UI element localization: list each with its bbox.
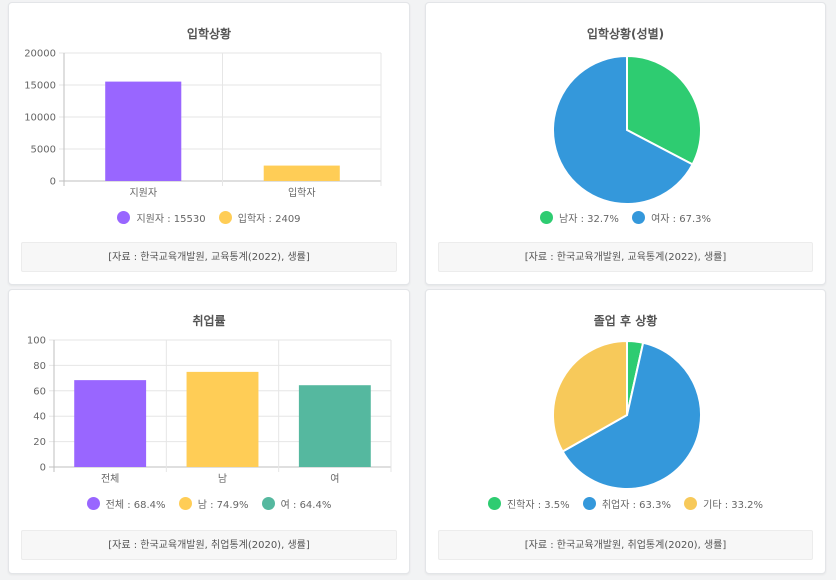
y-tick-label: 20 [33,437,46,448]
pie-slice [552,54,694,205]
legend-label: 입학자 : 2409 [237,214,301,225]
legend-label: 여 : 64.4% [280,500,332,511]
chart-legend: 남자 : 32.7% 여자 : 67.3% [426,210,825,225]
legend-label: 지원자 : 15530 [136,214,206,225]
source-note: [자료 : 한국교육개발원, 취업통계(2020), 생률] [438,530,813,560]
bar [298,385,371,467]
legend-item-male[interactable]: 남 : 74.9% [178,496,249,511]
x-tick-label: 입학자 [288,186,316,199]
after-graduation-pie-chart [552,339,702,490]
source-note: [자료 : 한국교육개발원, 취업통계(2020), 생률] [21,530,397,560]
legend-swatch [487,497,501,510]
y-tick-label: 40 [33,412,46,423]
legend-swatch [218,211,232,224]
legend-label: 남 : 74.9% [197,500,249,511]
legend-swatch [117,211,131,224]
legend-label: 남자 : 32.7% [559,214,619,225]
admission-gender-pie-chart [552,54,702,205]
chart-legend: 지원자 : 15530 입학자 : 2409 [9,210,409,225]
chart-legend: 진학자 : 3.5% 취업자 : 63.3% 기타 : 33.2% [426,496,825,511]
bar [105,81,182,181]
y-tick-label: 15000 [24,81,56,92]
legend-item-female[interactable]: 여자 : 67.3% [632,210,711,225]
legend-item-total[interactable]: 전체 : 68.4% [86,496,166,511]
employment-bar-chart: 0 20 40 60 80 100 전체 남 여 [27,336,392,485]
legend-swatch [178,497,192,510]
card-admission: 입학상황 0 5000 10000 15000 20000 지원자 입학자 지원자 : 15… [8,2,410,285]
x-tick-label: 남 [218,473,227,485]
y-tick-label: 100 [27,336,46,347]
legend-label: 취업자 : 63.3% [601,500,671,511]
y-tick-label: 60 [33,386,46,397]
y-tick-label: 0 [40,463,46,474]
legend-label: 진학자 : 3.5% [506,500,570,511]
legend-item-further-study[interactable]: 진학자 : 3.5% [487,496,570,511]
legend-swatch [582,497,596,510]
y-tick-label: 10000 [24,113,56,124]
pie-slice [626,54,702,166]
chart-title: 입학상황(성별) [586,27,665,41]
legend-swatch [540,211,553,224]
chart-title: 졸업 후 상황 [593,314,658,328]
bar [74,380,147,467]
legend-item-male[interactable]: 남자 : 32.7% [540,210,619,225]
legend-item-admitted[interactable]: 입학자 : 2409 [218,210,301,225]
source-note: [자료 : 한국교육개발원, 교육통계(2022), 생률] [21,242,397,272]
legend-item-employed[interactable]: 취업자 : 63.3% [582,496,671,511]
y-tick-label: 80 [33,361,46,372]
card-employment-rate: 취업률 0 20 40 60 80 100 전체 남 여 전체 : 68.4% 남 : 74.9… [8,289,410,574]
card-admission-gender: 입학상황(성별) 남자 : 32.7% 여자 : 67.3% [자료 : 한국교… [425,2,826,285]
legend-swatch [632,211,646,224]
legend-item-other[interactable]: 기타 : 33.2% [684,496,763,511]
x-tick-label: 지원자 [129,187,157,199]
chart-title: 입학상황 [186,27,232,41]
legend-label: 여자 : 67.3% [651,214,711,225]
x-tick-label: 여 [330,473,339,485]
legend-item-applicants[interactable]: 지원자 : 15530 [117,210,206,225]
legend-label: 기타 : 33.2% [703,500,764,511]
y-tick-label: 20000 [24,49,56,60]
legend-item-female[interactable]: 여 : 64.4% [261,496,332,511]
legend-swatch [86,497,100,510]
admission-bar-chart: 0 5000 10000 15000 20000 지원자 입학자 [24,49,382,199]
bar [263,165,340,181]
y-tick-label: 0 [50,177,56,188]
card-after-graduation: 졸업 후 상황 진학자 : 3.5% 취업자 : 63.3% 기타 : 33.2… [425,289,826,574]
pie-slice [561,341,702,490]
pie-slice [552,339,628,453]
legend-swatch [684,497,698,510]
legend-label: 전체 : 68.4% [105,500,166,511]
chart-legend: 전체 : 68.4% 남 : 74.9% 여 : 64.4% [9,496,409,511]
y-tick-label: 5000 [31,145,56,156]
chart-title: 취업률 [192,314,226,328]
legend-swatch [261,497,275,510]
source-note: [자료 : 한국교육개발원, 교육통계(2022), 생률] [438,242,813,272]
x-tick-label: 전체 [101,473,119,485]
bar [186,371,259,467]
